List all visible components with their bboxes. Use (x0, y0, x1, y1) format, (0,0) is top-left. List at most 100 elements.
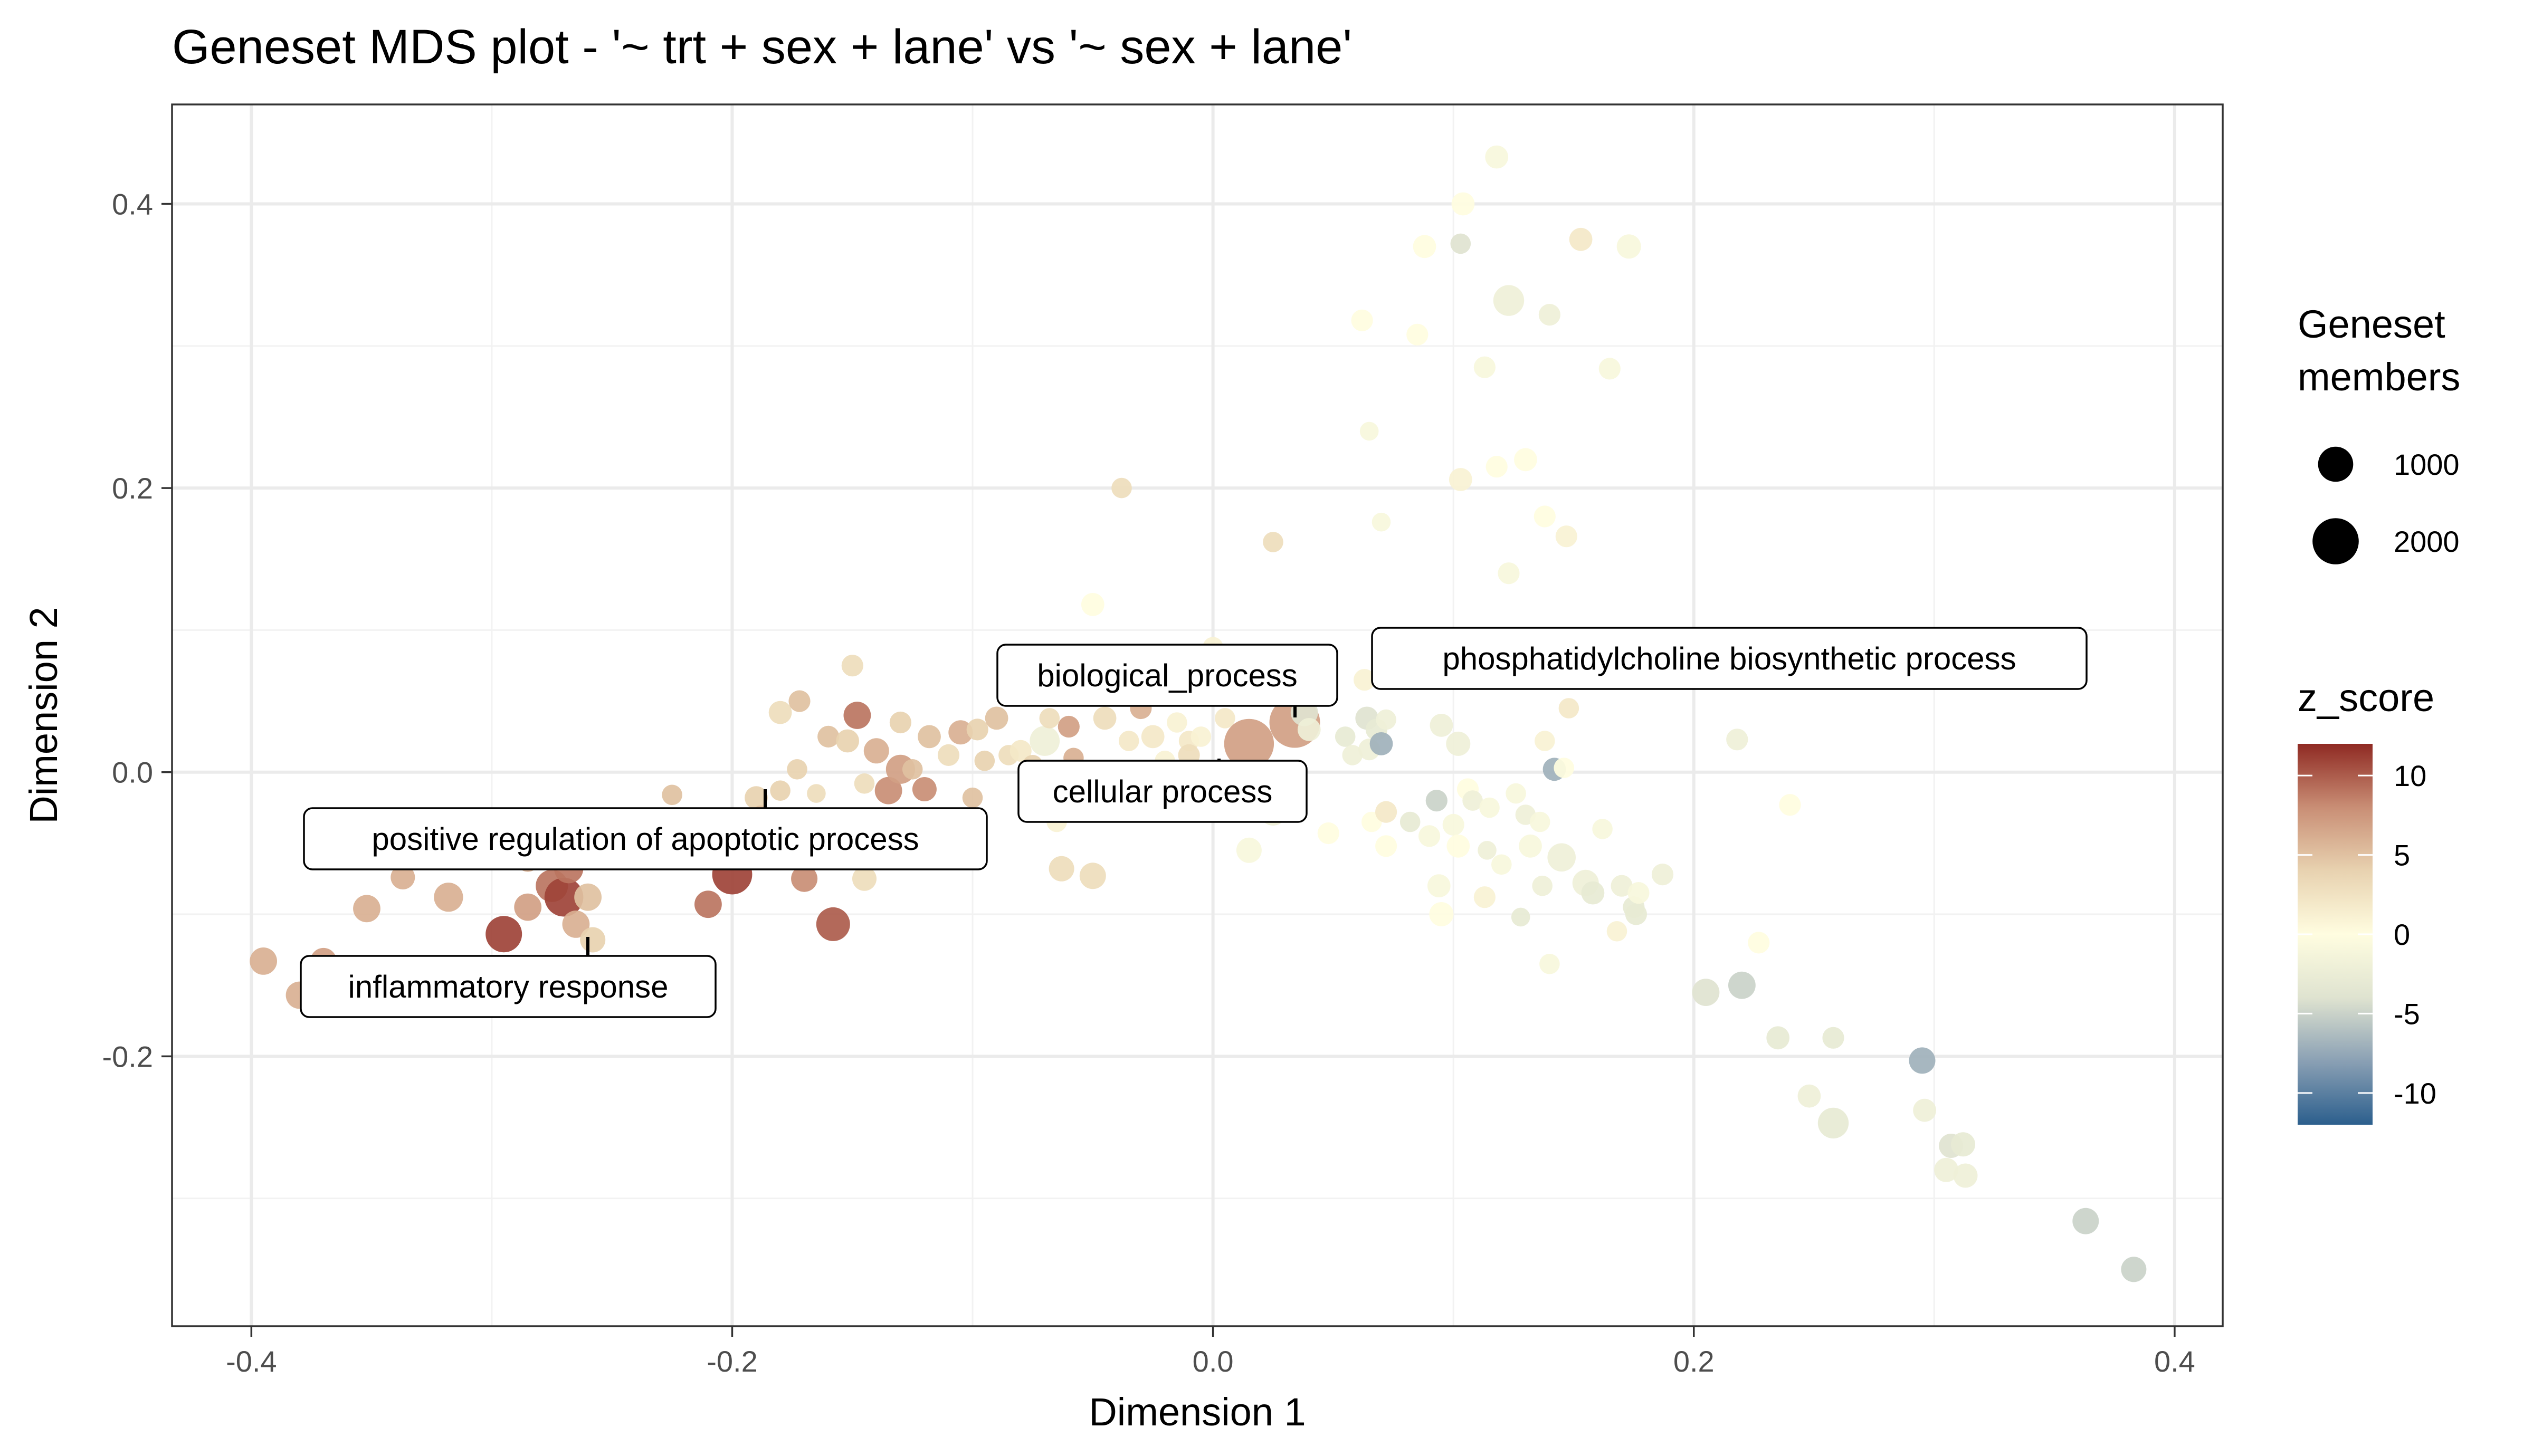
data-point (1224, 719, 1274, 769)
data-point (1616, 234, 1641, 259)
size-legend: Geneset members 1000 2000 (2298, 302, 2460, 564)
data-point (1375, 835, 1397, 857)
data-point (574, 883, 602, 911)
data-point (694, 890, 722, 918)
data-point (962, 787, 983, 808)
x-tick-label: -0.4 (226, 1345, 277, 1378)
data-point (745, 786, 768, 810)
data-point (1093, 706, 1117, 730)
data-point (817, 725, 840, 748)
data-point (1442, 813, 1464, 836)
y-axis-ticks: -0.2 0.0 0.2 0.4 (102, 188, 172, 1073)
data-point (1369, 732, 1393, 755)
data-point (1191, 726, 1212, 747)
data-point (889, 711, 911, 734)
annotation-text: positive regulation of apoptotic process (372, 821, 919, 857)
data-point (1748, 932, 1770, 954)
data-point (353, 895, 380, 923)
annotation-text: cellular process (1053, 774, 1273, 809)
data-point (852, 866, 877, 891)
data-point (1010, 740, 1032, 762)
data-point (1462, 790, 1483, 811)
data-point (1554, 758, 1574, 778)
data-point (1297, 718, 1321, 741)
annotation-label: positive regulation of apoptotic process (303, 789, 988, 870)
data-point (1049, 856, 1074, 882)
colorbar-tick-label: 0 (2394, 918, 2410, 951)
data-point (1797, 1084, 1821, 1108)
annotation-box (996, 644, 1338, 707)
data-point (1479, 797, 1500, 818)
data-point (1498, 562, 1520, 585)
data-point (434, 883, 463, 912)
data-point (1493, 285, 1525, 316)
size-legend-circle (2312, 518, 2359, 564)
data-point (250, 947, 277, 975)
data-point (1592, 819, 1613, 839)
data-point (1598, 358, 1621, 380)
data-point (1766, 1026, 1790, 1050)
annotation-label: inflammatory response (300, 937, 717, 1018)
data-point (1430, 714, 1453, 737)
x-axis-ticks: -0.4 -0.2 0.0 0.2 0.4 (226, 1326, 2195, 1378)
data-point (1372, 512, 1391, 532)
data-point (1039, 708, 1060, 729)
data-point (1728, 971, 1756, 999)
annotation-text: biological_process (1037, 658, 1298, 693)
data-point (514, 893, 542, 921)
data-point (1625, 903, 1647, 925)
data-point (485, 916, 522, 953)
data-point (863, 738, 889, 764)
data-point (1446, 731, 1471, 756)
annotation-label: cellular process (1017, 759, 1308, 823)
data-point (1406, 323, 1429, 346)
data-point (1485, 456, 1508, 478)
data-point (854, 773, 875, 794)
data-point (1485, 145, 1509, 169)
data-point (1399, 811, 1421, 832)
data-point (1539, 954, 1560, 974)
data-point (1581, 881, 1605, 905)
data-point (1558, 698, 1579, 719)
data-point (966, 719, 988, 741)
plot-panel (172, 104, 2223, 1326)
data-point (1692, 979, 1720, 1006)
size-legend-circle (2318, 446, 2354, 482)
data-point (1079, 863, 1106, 889)
data-point (1111, 477, 1132, 499)
data-point (1511, 907, 1530, 927)
x-tick-label: 0.2 (1673, 1345, 1715, 1378)
data-point (1538, 304, 1560, 326)
y-tick-label: 0.0 (112, 756, 153, 789)
data-point (1506, 783, 1526, 804)
data-point (1569, 227, 1593, 251)
data-point (1342, 745, 1363, 765)
data-point (1236, 837, 1262, 863)
size-legend-keys: 1000 2000 (2312, 446, 2460, 564)
data-point (562, 911, 590, 938)
data-point (937, 744, 960, 766)
x-axis-title: Dimension 1 (1089, 1390, 1306, 1434)
chart-title: Geneset MDS plot - '~ trt + sex + lane' … (172, 20, 1352, 74)
annotation-label: biological_process (996, 644, 1338, 717)
data-point (912, 777, 937, 801)
data-point (1817, 1107, 1849, 1139)
data-point (1354, 669, 1376, 691)
data-point (1606, 921, 1627, 942)
point-annotations: biological_process phosphatidylcholine bi… (300, 627, 2088, 1018)
data-point (1425, 790, 1448, 812)
data-point (787, 759, 807, 780)
data-point (580, 927, 606, 953)
data-point (1418, 825, 1441, 847)
data-point (1934, 1157, 1959, 1182)
data-point (1953, 1163, 1978, 1188)
data-point (768, 701, 792, 724)
data-point (1519, 834, 1542, 858)
data-point (1118, 731, 1139, 751)
data-point (1375, 801, 1397, 823)
data-point (1779, 794, 1801, 816)
colorbar-tick-label: -5 (2394, 997, 2420, 1030)
data-point (816, 907, 850, 941)
data-point (1263, 532, 1283, 552)
